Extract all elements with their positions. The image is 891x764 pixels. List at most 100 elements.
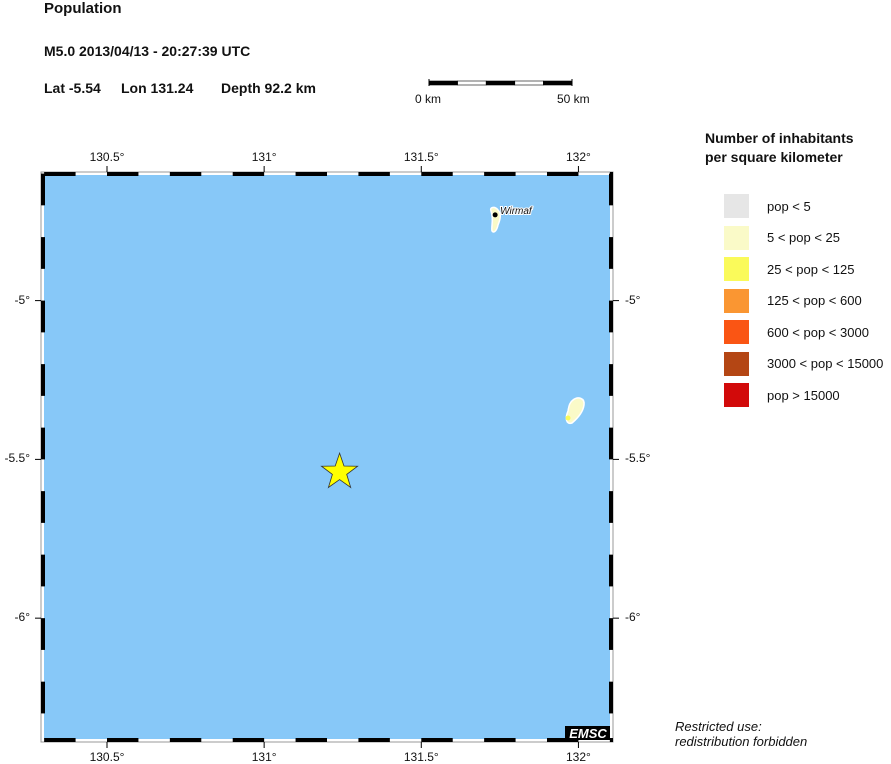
axis-tick-label: -5° xyxy=(14,292,30,307)
axis-tick-label: -5.5° xyxy=(4,451,30,466)
axis-tick-label: 131.5° xyxy=(403,150,439,164)
legend-item-label: pop < 5 xyxy=(767,198,811,214)
axis-tick-label: 130.5° xyxy=(89,150,125,164)
frame-tick-segment xyxy=(169,172,202,176)
legend-item-label: 125 < pop < 600 xyxy=(767,293,862,308)
scale-bar-segment xyxy=(428,80,458,86)
frame-tick-segment xyxy=(41,427,45,460)
axis-tick-label: -6° xyxy=(14,610,30,625)
frame-tick-segment xyxy=(169,738,202,742)
axis-tick-label: 132° xyxy=(566,150,591,164)
epicenter-star-icon xyxy=(320,451,359,489)
frame-tick-segment xyxy=(232,738,265,742)
legend-item-label: 5 < pop < 25 xyxy=(767,230,841,245)
frame-tick-segment xyxy=(609,738,613,742)
scale-bar-segment xyxy=(543,80,573,86)
frame-tick-segment xyxy=(41,300,45,333)
axis-tick-label: 130.5° xyxy=(89,750,125,764)
legend-item-label: pop > 15000 xyxy=(767,387,840,403)
legend-title-line1: Number of inhabitants xyxy=(705,130,854,146)
scale-bar-segment xyxy=(457,80,487,86)
usage-note-line1: Restricted use: xyxy=(675,719,762,734)
page-title: Population xyxy=(44,0,122,17)
axis-tick-label: -5.5° xyxy=(625,451,651,466)
legend-title: Number of inhabitants per square kilomet… xyxy=(705,129,854,167)
frame-tick-segment xyxy=(41,554,45,587)
legend-item-label: 3000 < pop < 15000 xyxy=(767,356,884,371)
frame-tick-segment xyxy=(107,738,139,742)
populated-area xyxy=(565,415,571,421)
event-lat: Lat -5.54 xyxy=(44,80,101,96)
frame-tick-segment xyxy=(609,618,613,650)
legend-item-label: 600 < pop < 3000 xyxy=(767,324,869,340)
scale-start-label: 0 km xyxy=(415,92,442,106)
frame-tick-segment xyxy=(232,172,265,176)
frame-tick-segment xyxy=(421,738,453,742)
frame-tick-segment xyxy=(484,172,516,176)
legend-swatch xyxy=(724,320,749,344)
legend-item: 125 < pop < 600 xyxy=(724,288,862,313)
axis-tick-label: 132° xyxy=(566,750,591,764)
legend-item: 25 < pop < 125 xyxy=(724,257,854,281)
axis-tick-label: 131° xyxy=(251,150,277,164)
event-summary: M5.0 2013/04/13 - 20:27:39 UTC xyxy=(44,43,251,59)
legend-swatch xyxy=(724,288,749,313)
axis-tick-label: 131° xyxy=(251,750,277,764)
scale-bar-segment xyxy=(485,80,516,86)
frame-tick-segment xyxy=(547,172,579,176)
frame-tick-segment xyxy=(44,172,76,176)
legend-swatch xyxy=(724,257,749,281)
usage-note-line2: redistribution forbidden xyxy=(675,734,808,749)
place-label: Wirmaf xyxy=(500,206,533,217)
frame-tick-segment xyxy=(41,491,45,523)
legend-swatch xyxy=(724,383,749,407)
frame-tick-segment xyxy=(609,237,613,269)
frame-tick-segment xyxy=(609,681,613,714)
frame-tick-segment xyxy=(484,738,516,742)
legend-swatch xyxy=(724,225,749,250)
frame-tick-segment xyxy=(41,618,45,650)
axis-tick-label: -6° xyxy=(625,610,641,625)
frame-tick-segment xyxy=(107,172,139,176)
place-marker xyxy=(492,212,498,218)
legend-item: pop > 15000 xyxy=(724,383,840,407)
frame-tick-segment xyxy=(609,427,613,460)
frame-tick-segment xyxy=(44,738,76,742)
frame-tick-segment xyxy=(358,172,390,176)
legend-item: 3000 < pop < 15000 xyxy=(724,351,884,376)
legend-swatch xyxy=(724,351,749,376)
legend-swatch xyxy=(724,194,749,218)
frame-tick-segment xyxy=(295,738,327,742)
legend-item: 600 < pop < 3000 xyxy=(724,320,869,344)
frame-tick-segment xyxy=(609,300,613,333)
frame-tick-segment xyxy=(41,237,45,269)
event-depth: Depth 92.2 km xyxy=(221,80,316,96)
frame-tick-segment xyxy=(41,173,45,206)
legend-item: pop < 5 xyxy=(724,194,811,218)
frame-tick-segment xyxy=(421,172,453,176)
frame-tick-segment xyxy=(547,738,579,742)
legend-title-line2: per square kilometer xyxy=(705,149,843,165)
island xyxy=(565,397,585,425)
event-lon: Lon 131.24 xyxy=(121,80,194,96)
frame-tick-segment xyxy=(609,491,613,523)
frame-tick-segment xyxy=(609,554,613,587)
axis-tick-label: -5° xyxy=(625,292,641,307)
scale-bar-segment xyxy=(514,80,544,86)
frame-tick-segment xyxy=(609,364,613,396)
frame-tick-segment xyxy=(358,738,390,742)
legend-item-label: 25 < pop < 125 xyxy=(767,261,855,277)
emsc-logo xyxy=(565,726,610,740)
emsc-logo-text: EMSC xyxy=(569,726,607,741)
frame-tick-segment xyxy=(41,364,45,396)
frame-tick-segment xyxy=(41,681,45,714)
axis-tick-label: 131.5° xyxy=(403,750,439,764)
legend-item: 5 < pop < 25 xyxy=(724,225,841,250)
frame-tick-segment xyxy=(295,172,327,176)
frame-tick-segment xyxy=(609,173,613,206)
scale-end-label: 50 km xyxy=(557,92,590,106)
usage-note: Restricted use: redistribution forbidden xyxy=(675,719,807,749)
water xyxy=(44,175,610,739)
